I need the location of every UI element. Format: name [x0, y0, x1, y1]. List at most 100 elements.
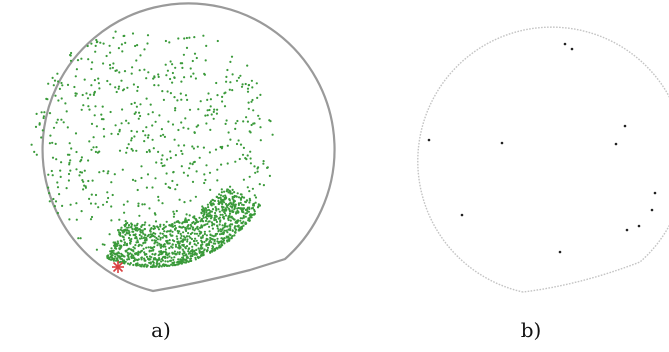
scatter-point [250, 207, 253, 210]
scatter-point [98, 171, 101, 174]
scatter-point [208, 225, 211, 228]
scatter-point [213, 214, 216, 217]
scatter-point [253, 210, 256, 213]
scatter-point [193, 36, 196, 39]
scatter-point [191, 145, 194, 148]
scatter-point [208, 230, 211, 233]
scatter-point [134, 226, 137, 229]
scatter-point [43, 111, 46, 114]
scatter-point [59, 169, 62, 172]
scatter-point [192, 72, 195, 75]
scatter-point [208, 171, 212, 174]
scatter-point [175, 235, 178, 238]
scatter-point [120, 79, 123, 82]
scatter-point [164, 248, 167, 251]
scatter-point [182, 126, 185, 129]
scatter-point [55, 158, 58, 161]
scatter-point [110, 205, 113, 208]
scatter-point [160, 128, 163, 131]
scatter-point [174, 188, 177, 191]
scatter-point [109, 110, 112, 114]
scatter-point [216, 94, 219, 97]
scatter-point [130, 256, 133, 259]
scatter-point [109, 51, 112, 54]
scatter-point [174, 107, 177, 110]
scatter-point [257, 114, 260, 117]
scatter-point [38, 122, 41, 125]
scatter-point [98, 150, 101, 153]
scatter-point [246, 64, 249, 67]
scatter-point [152, 231, 155, 235]
scatter-point [216, 39, 219, 43]
scatter-point [233, 194, 236, 198]
scatter-point [159, 225, 162, 228]
scatter-point [130, 139, 133, 142]
scatter-point [154, 177, 157, 180]
scatter-point [149, 228, 152, 231]
scatter-point [200, 208, 204, 211]
scatter-point [226, 68, 229, 72]
scatter-point [178, 251, 181, 254]
scatter-point [118, 244, 121, 247]
scatter-point [224, 194, 227, 197]
scatter-point [151, 138, 154, 141]
scatter-point [220, 198, 223, 201]
scatter-point [145, 255, 149, 258]
scatter-point [213, 216, 216, 219]
scatter-point [214, 206, 217, 209]
scatter-point [144, 221, 147, 224]
scatter-point [102, 203, 105, 206]
scatter-point [118, 71, 121, 74]
scatter-point [177, 258, 180, 261]
scatter-point [205, 239, 208, 242]
scatter-point [127, 143, 130, 146]
scatter-point [174, 263, 177, 267]
scatter-point [216, 179, 219, 182]
scatter-point [198, 232, 201, 235]
scatter-point [195, 56, 198, 60]
scatter-point [235, 142, 239, 146]
scatter-point [56, 186, 60, 189]
scatter-point [136, 229, 139, 232]
scatter-point [213, 108, 216, 111]
scatter-point [171, 261, 174, 264]
scatter-point [220, 200, 223, 203]
scatter-point [202, 253, 205, 256]
scatter-point [252, 109, 255, 112]
scatter-point [127, 236, 131, 240]
scatter-point [120, 122, 123, 125]
scatter-point [213, 199, 216, 202]
scatter-point [247, 101, 250, 104]
scatter-point [212, 235, 215, 238]
scatter-point [207, 242, 210, 245]
scatter-point [216, 168, 219, 171]
scatter-point [115, 90, 118, 94]
scatter-point [54, 94, 57, 97]
scatter-point [232, 210, 235, 214]
scatter-point [253, 165, 256, 168]
scatter-point [189, 67, 192, 70]
scatter-point [62, 121, 65, 124]
scatter-point [181, 221, 184, 224]
scatter-point [262, 184, 265, 187]
scatter-point [169, 259, 172, 262]
scatter-point [170, 263, 173, 266]
scatter-point [268, 119, 271, 122]
scatter-point [205, 209, 209, 212]
scatter-point [58, 87, 62, 90]
scatter-point [195, 232, 199, 235]
scatter-point [131, 66, 134, 69]
scatter-point [210, 202, 213, 205]
scatter-point [97, 82, 100, 85]
scatter-point [109, 67, 112, 70]
scatter-point [215, 215, 218, 218]
scatter-point [162, 243, 165, 247]
scatter-point [88, 140, 91, 143]
scatter-point [117, 133, 120, 136]
scatter-point [141, 231, 144, 234]
scatter-point [40, 136, 43, 139]
scatter-point [145, 246, 148, 249]
scatter-point [133, 234, 136, 237]
scatter-point [115, 259, 118, 262]
scatter-point [182, 254, 185, 257]
